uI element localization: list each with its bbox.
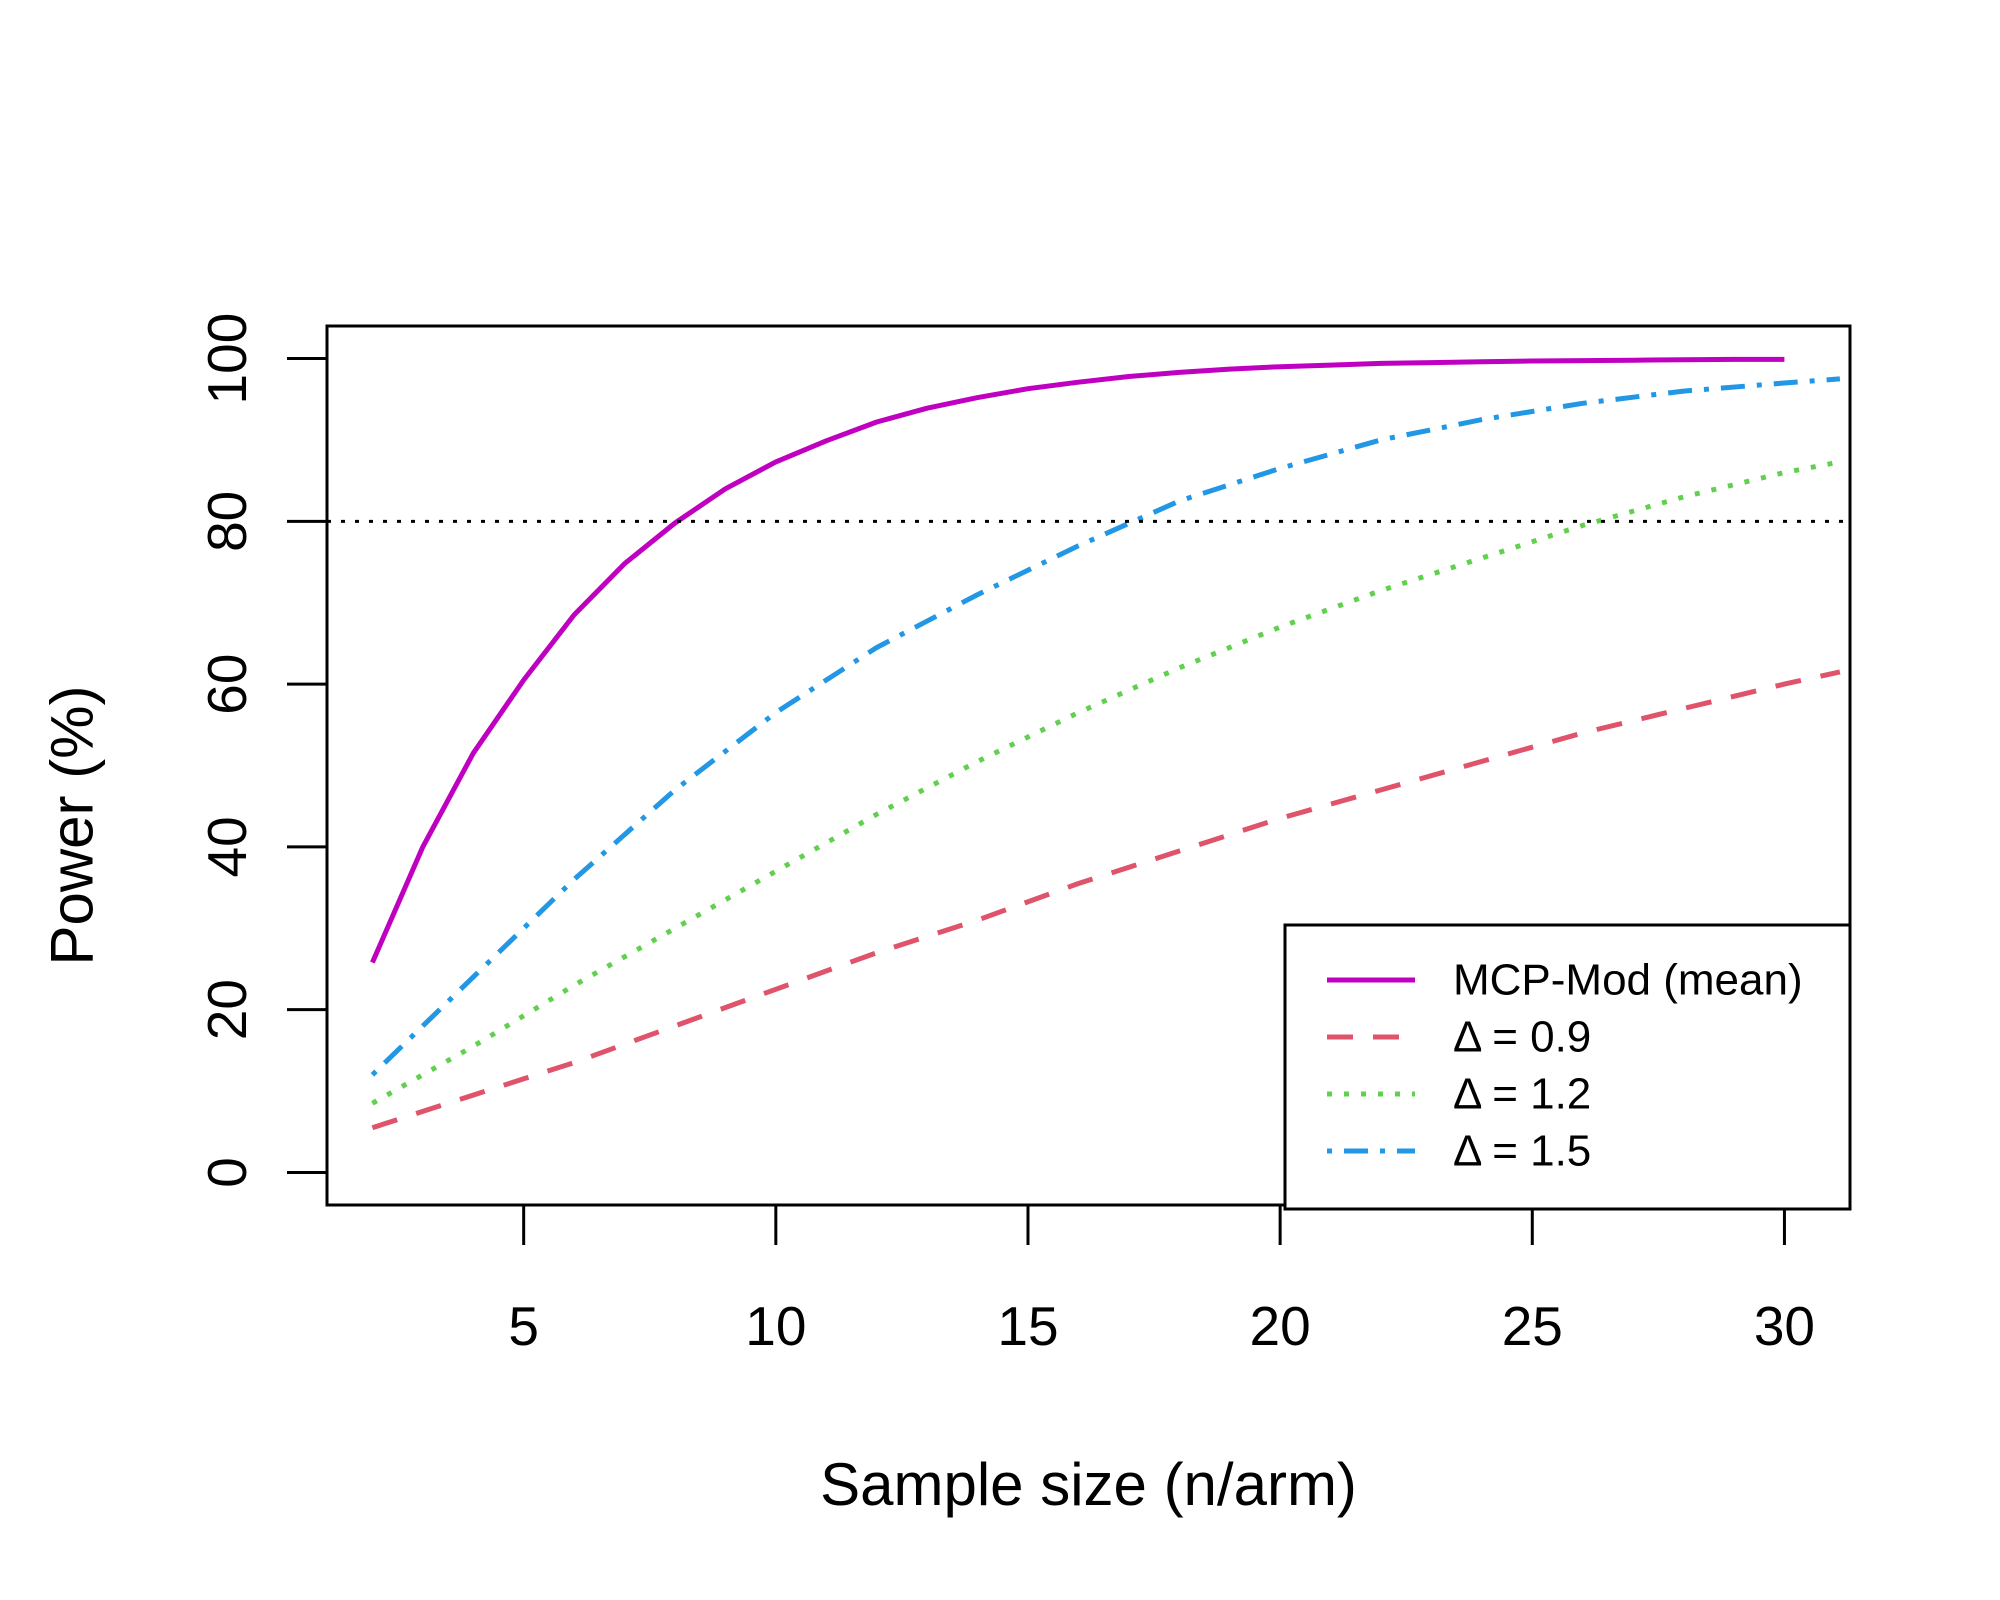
x-tick-label: 15: [997, 1295, 1058, 1357]
legend-label-delta-1-5: Δ = 1.5: [1453, 1127, 1591, 1176]
x-tick-label: 20: [1250, 1295, 1311, 1357]
series-layer: [370, 356, 1841, 1131]
legend-label-delta-0-9: Δ = 0.9: [1453, 1013, 1591, 1062]
x-tick-label: 5: [508, 1295, 539, 1357]
y-tick-label: 100: [196, 313, 258, 405]
y-axis: 0 20 40 60 80 100: [196, 313, 329, 1188]
y-tick-label: 60: [196, 654, 258, 715]
x-tick-label: 10: [745, 1295, 806, 1357]
x-tick-label: 25: [1502, 1295, 1563, 1357]
legend-label-delta-1-2: Δ = 1.2: [1453, 1070, 1591, 1119]
series-line-mcp-mod-mean: [370, 356, 1785, 964]
legend-label-mcp-mod: MCP-Mod (mean): [1453, 956, 1803, 1005]
y-tick-label: 80: [196, 491, 258, 552]
x-axis-title: Sample size (n/arm): [820, 1451, 1357, 1518]
series-line-delta-1-2: [371, 459, 1841, 1106]
y-tick-label: 40: [196, 816, 258, 877]
y-axis-title: Power (%): [39, 685, 106, 965]
series-line-delta-0-9: [371, 669, 1841, 1131]
y-tick-label: 0: [196, 1157, 258, 1188]
x-tick-label: 30: [1754, 1295, 1815, 1357]
series-line-delta-1-5: [370, 376, 1841, 1077]
legend: MCP-Mod (mean) Δ = 0.9 Δ = 1.2 Δ = 1.5: [1283, 923, 1852, 1211]
y-tick-label: 20: [196, 979, 258, 1040]
legend-box: [1283, 923, 1852, 1211]
